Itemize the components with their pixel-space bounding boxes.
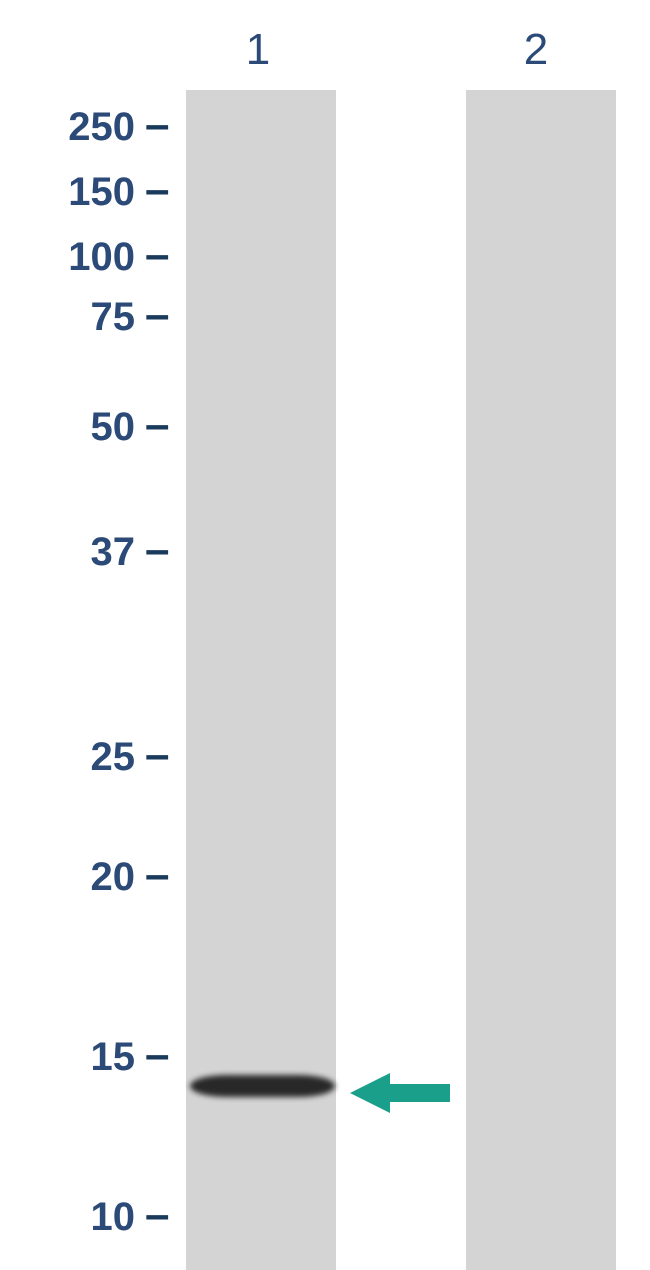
marker-label: 15	[91, 1035, 136, 1080]
protein-band	[190, 1075, 335, 1097]
marker-tick: –	[145, 1190, 169, 1240]
marker-tick: –	[145, 525, 169, 575]
marker-tick: –	[145, 850, 169, 900]
marker-label: 50	[91, 405, 136, 450]
marker-tick: –	[145, 400, 169, 450]
marker-label: 37	[91, 530, 136, 575]
marker-tick: –	[145, 100, 169, 150]
western-blot: 1 2 250 – 150 – 100 – 75 – 50 – 37 – 25 …	[0, 0, 650, 1270]
marker-label: 100	[68, 235, 135, 280]
marker-label: 250	[68, 105, 135, 150]
marker-label: 10	[91, 1195, 136, 1240]
marker-label: 150	[68, 170, 135, 215]
indicator-arrow-icon	[350, 1068, 450, 1118]
marker-label: 20	[91, 855, 136, 900]
marker-tick: –	[145, 230, 169, 280]
marker-tick: –	[145, 1030, 169, 1080]
marker-tick: –	[145, 165, 169, 215]
marker-label: 75	[91, 295, 136, 340]
lane-header-1: 1	[238, 25, 278, 75]
lane-2	[466, 90, 616, 1270]
marker-tick: –	[145, 730, 169, 780]
marker-label: 25	[91, 735, 136, 780]
lane-header-2: 2	[516, 25, 556, 75]
marker-tick: –	[145, 290, 169, 340]
